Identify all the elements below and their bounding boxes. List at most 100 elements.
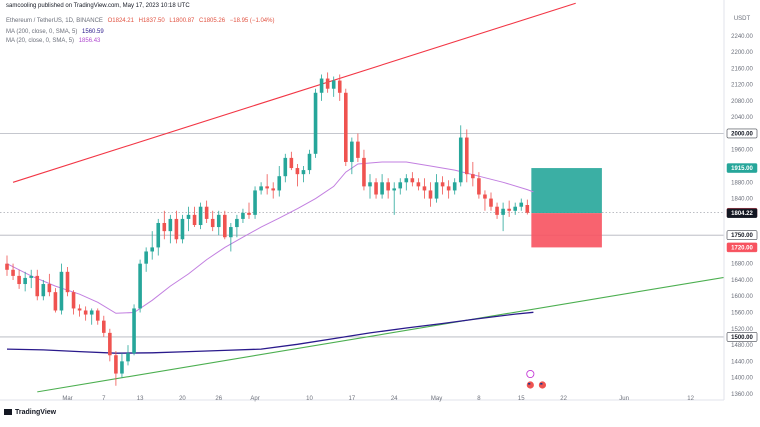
flag-canton xyxy=(540,383,543,385)
candle-body xyxy=(337,80,342,93)
candle-body xyxy=(53,292,58,311)
time-tick-label: Jun xyxy=(619,396,629,402)
price-tick-label: 1680.00 xyxy=(731,262,753,268)
ohlc-open: O1824.21 xyxy=(107,18,134,24)
candle-body xyxy=(283,157,288,177)
candle-body xyxy=(95,310,100,321)
time-tick-label: 8 xyxy=(477,396,481,402)
candle-body xyxy=(126,353,130,362)
us-flag-event-icon[interactable] xyxy=(526,381,534,389)
tradingview-logo[interactable]: TradingView xyxy=(4,409,56,416)
candle-body xyxy=(289,157,294,169)
candle-body xyxy=(398,182,403,189)
price-axis-label-box xyxy=(726,208,758,218)
candle-body xyxy=(11,269,15,276)
price-axis-label-box xyxy=(726,332,758,342)
candle-body xyxy=(374,182,378,195)
candle-body xyxy=(277,176,282,191)
candle-body xyxy=(422,186,427,191)
price-axis-label-box xyxy=(726,230,758,240)
candle-body xyxy=(325,78,330,89)
candle-body xyxy=(259,186,263,191)
flag-canton xyxy=(528,383,531,385)
price-axis-label-box xyxy=(726,128,758,139)
candle-body xyxy=(180,218,185,240)
time-tick-label: 7 xyxy=(102,396,106,402)
candle-body xyxy=(271,188,275,191)
time-tick-label: Mar xyxy=(62,396,72,402)
candle-body xyxy=(350,141,354,162)
candle-body xyxy=(483,194,487,199)
candle-body xyxy=(477,178,481,195)
candle-body xyxy=(210,218,215,228)
candle-body xyxy=(241,212,245,219)
candle-body xyxy=(465,137,469,175)
ma200-legend[interactable]: MA (200, close, 0, SMA, 5) 1560.59 xyxy=(6,29,107,35)
time-tick-label: 26 xyxy=(215,396,222,402)
price-tick-label: 1440.00 xyxy=(731,359,753,365)
candle-body xyxy=(392,188,396,191)
price-tick-label: 2240.00 xyxy=(731,34,753,40)
price-tick-label: 1480.00 xyxy=(731,343,753,349)
candle-body xyxy=(35,275,40,297)
price-axis-currency: USDT xyxy=(734,16,751,22)
price-axis-label-box xyxy=(726,163,758,173)
symbol-name[interactable]: Ethereum / TetherUS, 1D, BINANCE xyxy=(6,18,103,24)
candle-body xyxy=(83,310,88,315)
candle-body xyxy=(344,92,348,162)
candle-body xyxy=(362,157,366,187)
candle-body xyxy=(301,170,306,175)
tradingview-icon xyxy=(4,409,12,415)
tradingview-brand: TradingView xyxy=(15,409,57,416)
candle-body xyxy=(368,182,372,187)
lower-trendline xyxy=(37,276,724,393)
candle-body xyxy=(71,292,76,309)
stop-loss-zone xyxy=(531,213,602,248)
candle-body xyxy=(41,284,46,297)
candle-body xyxy=(186,214,191,219)
candle-body xyxy=(495,206,499,215)
candle-body xyxy=(198,206,203,226)
plot-area xyxy=(0,2,724,393)
symbol-legend: Ethereum / TetherUS, 1D, BINANCE O1824.2… xyxy=(6,18,277,24)
ohlc-change: −18.95 (−1.04%) xyxy=(229,18,275,24)
candle-body xyxy=(507,208,511,211)
candle-body xyxy=(525,205,530,213)
ohlc-low: L1800.87 xyxy=(169,18,195,24)
price-tick-label: 2040.00 xyxy=(731,115,753,121)
candle-body xyxy=(108,332,112,356)
candle-body xyxy=(434,182,439,199)
price-tick-label: 1600.00 xyxy=(731,294,753,300)
candle-body xyxy=(331,80,336,89)
time-tick-label: 17 xyxy=(349,396,356,402)
time-tick-label: Apr xyxy=(250,396,259,402)
time-tick-label: 24 xyxy=(391,396,398,402)
time-tick-label: 10 xyxy=(306,396,313,402)
candle-body xyxy=(501,208,505,215)
ma20-legend[interactable]: MA (20, close, 0, SMA, 5) 1856.43 xyxy=(6,38,103,44)
candle-body xyxy=(5,263,9,270)
price-tick-label: 1520.00 xyxy=(731,327,753,333)
candle-body xyxy=(77,308,82,311)
candle-body xyxy=(65,271,70,293)
candle-body xyxy=(174,218,179,240)
price-tick-label: 1640.00 xyxy=(731,278,753,284)
candle-body xyxy=(446,186,451,191)
candle-body xyxy=(89,310,94,315)
candle-body xyxy=(452,182,457,191)
candle-body xyxy=(17,275,21,285)
candle-body xyxy=(216,214,221,228)
price-tick-label: 1880.00 xyxy=(731,180,753,186)
ma20-value: 1856.43 xyxy=(78,38,101,44)
time-tick-label: 15 xyxy=(518,396,525,402)
candle-body xyxy=(247,212,251,215)
price-tick-label: 2080.00 xyxy=(731,99,753,105)
candle-body xyxy=(114,355,118,374)
price-tick-label: 1400.00 xyxy=(731,376,753,382)
ma200-label: MA (200, close, 0, SMA, 5) xyxy=(6,29,78,35)
us-flag-event-icon[interactable] xyxy=(538,381,547,389)
earnings-event-icon[interactable] xyxy=(526,369,535,379)
ma20-line xyxy=(6,161,534,314)
